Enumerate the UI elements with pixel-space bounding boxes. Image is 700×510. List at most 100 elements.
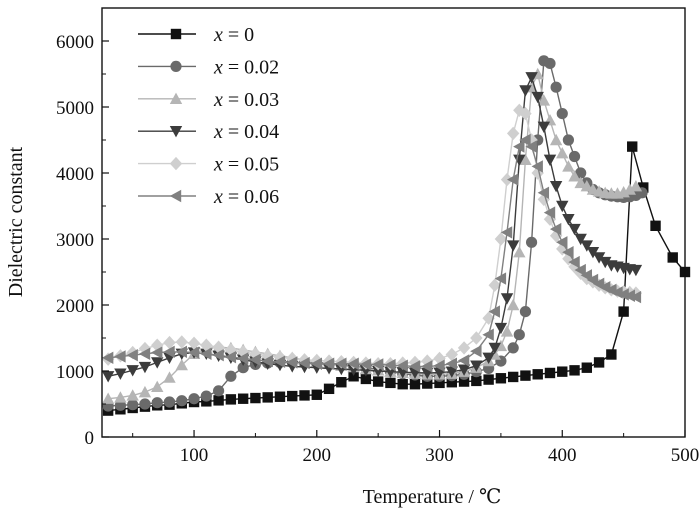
legend-variable: x xyxy=(213,89,223,111)
data-point xyxy=(175,358,188,371)
legend-label: x = 0.02 xyxy=(213,56,279,78)
data-point xyxy=(200,347,212,361)
data-point xyxy=(525,236,538,248)
data-point xyxy=(543,154,557,166)
data-point xyxy=(629,264,643,277)
data-point xyxy=(543,206,556,219)
data-point xyxy=(519,106,532,121)
data-point xyxy=(187,336,201,350)
data-point xyxy=(488,305,500,318)
data-point xyxy=(286,356,298,369)
data-point xyxy=(513,246,526,258)
data-point xyxy=(213,395,224,406)
legend-marker xyxy=(169,92,183,104)
data-point xyxy=(537,186,550,199)
data-point xyxy=(139,398,151,410)
data-point xyxy=(549,181,563,193)
data-point xyxy=(488,342,501,355)
data-point xyxy=(126,365,139,377)
data-point xyxy=(519,153,532,165)
data-point xyxy=(471,375,482,387)
data-point xyxy=(175,335,188,349)
data-point xyxy=(544,57,556,70)
data-point xyxy=(101,392,115,404)
data-point xyxy=(457,364,471,376)
data-point xyxy=(445,357,457,370)
data-point xyxy=(550,81,562,93)
data-point xyxy=(520,370,531,381)
data-point xyxy=(138,385,152,398)
series-0 xyxy=(102,141,691,416)
data-point xyxy=(151,346,163,359)
data-point xyxy=(458,376,470,387)
x-tick-label: 100 xyxy=(180,445,209,466)
data-point xyxy=(617,288,629,301)
data-point xyxy=(556,236,568,249)
data-point xyxy=(299,390,310,401)
legend-value: = 0.02 xyxy=(223,56,279,78)
data-point xyxy=(568,170,581,182)
data-point xyxy=(408,360,421,373)
data-point xyxy=(213,385,225,397)
data-point xyxy=(557,366,568,377)
data-point xyxy=(580,269,593,282)
data-point xyxy=(138,361,152,374)
data-point xyxy=(323,383,335,395)
data-point xyxy=(126,389,139,401)
legend-label: x = 0.05 xyxy=(213,154,279,176)
data-point xyxy=(537,94,551,106)
data-point xyxy=(261,354,273,368)
data-point xyxy=(586,247,600,259)
legend-value: = 0.06 xyxy=(223,186,279,208)
series-5 xyxy=(101,133,642,373)
data-point xyxy=(434,377,445,389)
data-point xyxy=(114,350,126,363)
data-point xyxy=(225,394,237,405)
data-point xyxy=(175,345,187,359)
plot-frame xyxy=(101,7,686,438)
data-point xyxy=(470,345,482,358)
data-point xyxy=(593,357,605,368)
legend-label: x = 0.04 xyxy=(213,121,279,143)
data-point xyxy=(359,358,372,371)
data-point xyxy=(519,85,532,97)
data-point xyxy=(151,397,163,409)
data-point xyxy=(397,379,408,390)
data-point xyxy=(494,322,508,335)
data-point xyxy=(371,358,384,371)
legend-marker xyxy=(169,156,183,171)
data-point xyxy=(396,359,408,372)
legend: x = 0x = 0.02x = 0.03x = 0.04x = 0.05x =… xyxy=(138,24,279,208)
data-point xyxy=(627,141,638,152)
data-point xyxy=(562,214,575,226)
data-point xyxy=(494,232,508,246)
data-point xyxy=(513,154,526,166)
data-point xyxy=(599,256,612,269)
legend-marker xyxy=(170,28,182,40)
data-point xyxy=(445,366,458,378)
data-point xyxy=(513,103,526,117)
data-point xyxy=(163,371,176,383)
data-point xyxy=(507,342,519,354)
data-point xyxy=(574,176,587,189)
data-point xyxy=(273,355,286,368)
legend-value: = 0 xyxy=(223,24,254,46)
data-point xyxy=(274,391,286,402)
data-point xyxy=(409,379,421,390)
data-point xyxy=(163,345,175,359)
data-point xyxy=(422,378,433,389)
data-point xyxy=(618,306,629,317)
legend-marker xyxy=(169,189,182,203)
data-point xyxy=(581,362,593,373)
data-point xyxy=(506,298,520,311)
data-point xyxy=(385,377,396,389)
data-point xyxy=(507,371,519,383)
data-point xyxy=(372,376,384,387)
data-point xyxy=(114,391,127,403)
data-point xyxy=(225,370,237,382)
data-point xyxy=(212,348,224,362)
data-point xyxy=(500,293,514,305)
data-point xyxy=(433,359,445,372)
legend-marker xyxy=(169,126,183,138)
